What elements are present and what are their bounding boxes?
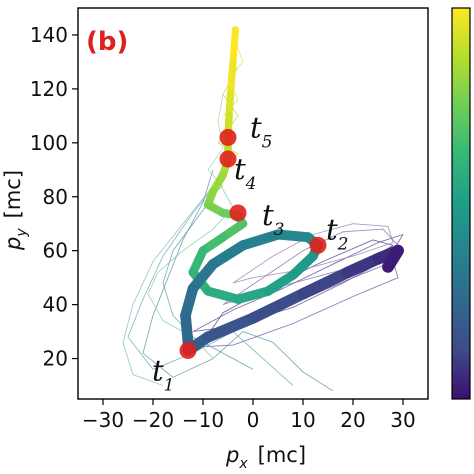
main-trajectory-segment <box>207 240 249 270</box>
time-marker-t1 <box>179 341 197 359</box>
main-trajectory-segment <box>382 244 404 273</box>
x-axis-unit: [mc] <box>258 443 306 467</box>
time-marker-subscript: 5 <box>262 132 273 152</box>
time-marker-t3 <box>229 204 247 222</box>
x-axis-var: p <box>225 443 239 467</box>
time-marker-letter: t <box>326 212 338 246</box>
cloud-trajectory-8 <box>122 156 229 386</box>
cloud-trajectory-7 <box>127 174 294 386</box>
x-tick-label: 10 <box>290 408 315 432</box>
main-trajectory-segment <box>237 229 284 251</box>
time-marker-t4 <box>219 150 237 168</box>
main-trajectory-segment <box>297 266 354 300</box>
main-trajectory-segment <box>233 286 273 304</box>
y-tick-label: 120 <box>30 77 68 101</box>
cloud-trajectory-6 <box>142 169 334 392</box>
time-marker-t5 <box>219 128 237 146</box>
main-trajectory-segment <box>229 26 239 66</box>
y-axis-var: p <box>1 237 25 251</box>
main-trajectory-segment <box>226 58 237 98</box>
main-trajectory-segment <box>202 312 259 343</box>
x-tick-label: 20 <box>340 408 365 432</box>
y-tick-label: 20 <box>43 347 68 371</box>
y-axis-label: py [mc] <box>1 170 30 251</box>
main-trajectory-segment <box>247 288 309 324</box>
cloud-trajectory-5 <box>232 223 394 284</box>
cloud-trajectory-9 <box>162 196 254 370</box>
cloud-trajectory-11 <box>202 94 224 203</box>
x-tick-label: −20 <box>132 408 174 432</box>
time-marker-subscript: 4 <box>245 174 257 194</box>
x-tick-label: −30 <box>82 408 124 432</box>
y-tick-label: 60 <box>43 239 68 263</box>
x-tick-label: 0 <box>247 408 260 432</box>
cloud-trajectory-1 <box>192 234 404 333</box>
colorbar <box>451 7 471 400</box>
y-tick-label: 80 <box>43 185 68 209</box>
main-trajectory-segment <box>203 286 243 304</box>
time-marker-t2 <box>309 236 327 254</box>
time-marker-subscript: 2 <box>337 234 349 254</box>
time-marker-letter: t <box>262 198 274 232</box>
time-marker-label-t4: t4 <box>234 152 256 194</box>
time-marker-subscript: 1 <box>164 375 175 395</box>
y-axis-unit: [mc] <box>1 170 25 218</box>
x-tick-label: −10 <box>182 408 224 432</box>
time-marker-letter: t <box>250 110 262 144</box>
ticks: −30 −20 −10 0 10 20 30 20 40 60 80 100 120 140 <box>30 23 416 432</box>
panel-label: (b) <box>86 27 128 57</box>
time-marker-letter: t <box>234 152 246 186</box>
x-axis-label: px [mc] <box>225 443 306 472</box>
colorbar-strip <box>451 7 471 400</box>
time-marker-label-t3: t3 <box>262 198 284 240</box>
time-marker-letter: t <box>152 353 164 387</box>
y-tick-label: 140 <box>30 23 68 47</box>
y-axis-sub: y <box>14 228 30 238</box>
y-tick-label: 40 <box>43 293 68 317</box>
x-tick-label: 30 <box>390 408 415 432</box>
y-tick-label: 100 <box>30 131 68 155</box>
main-trajectory-group <box>180 26 404 356</box>
time-marker-label-t1: t1 <box>152 353 174 395</box>
time-marker-label-t5: t5 <box>250 110 272 152</box>
x-axis-sub: x <box>238 456 248 472</box>
time-marker-label-t2: t2 <box>326 212 348 254</box>
cloud-trajectory-3 <box>222 228 399 306</box>
time-marker-subscript: 3 <box>274 220 285 240</box>
main-trajectory-segment <box>263 270 298 296</box>
